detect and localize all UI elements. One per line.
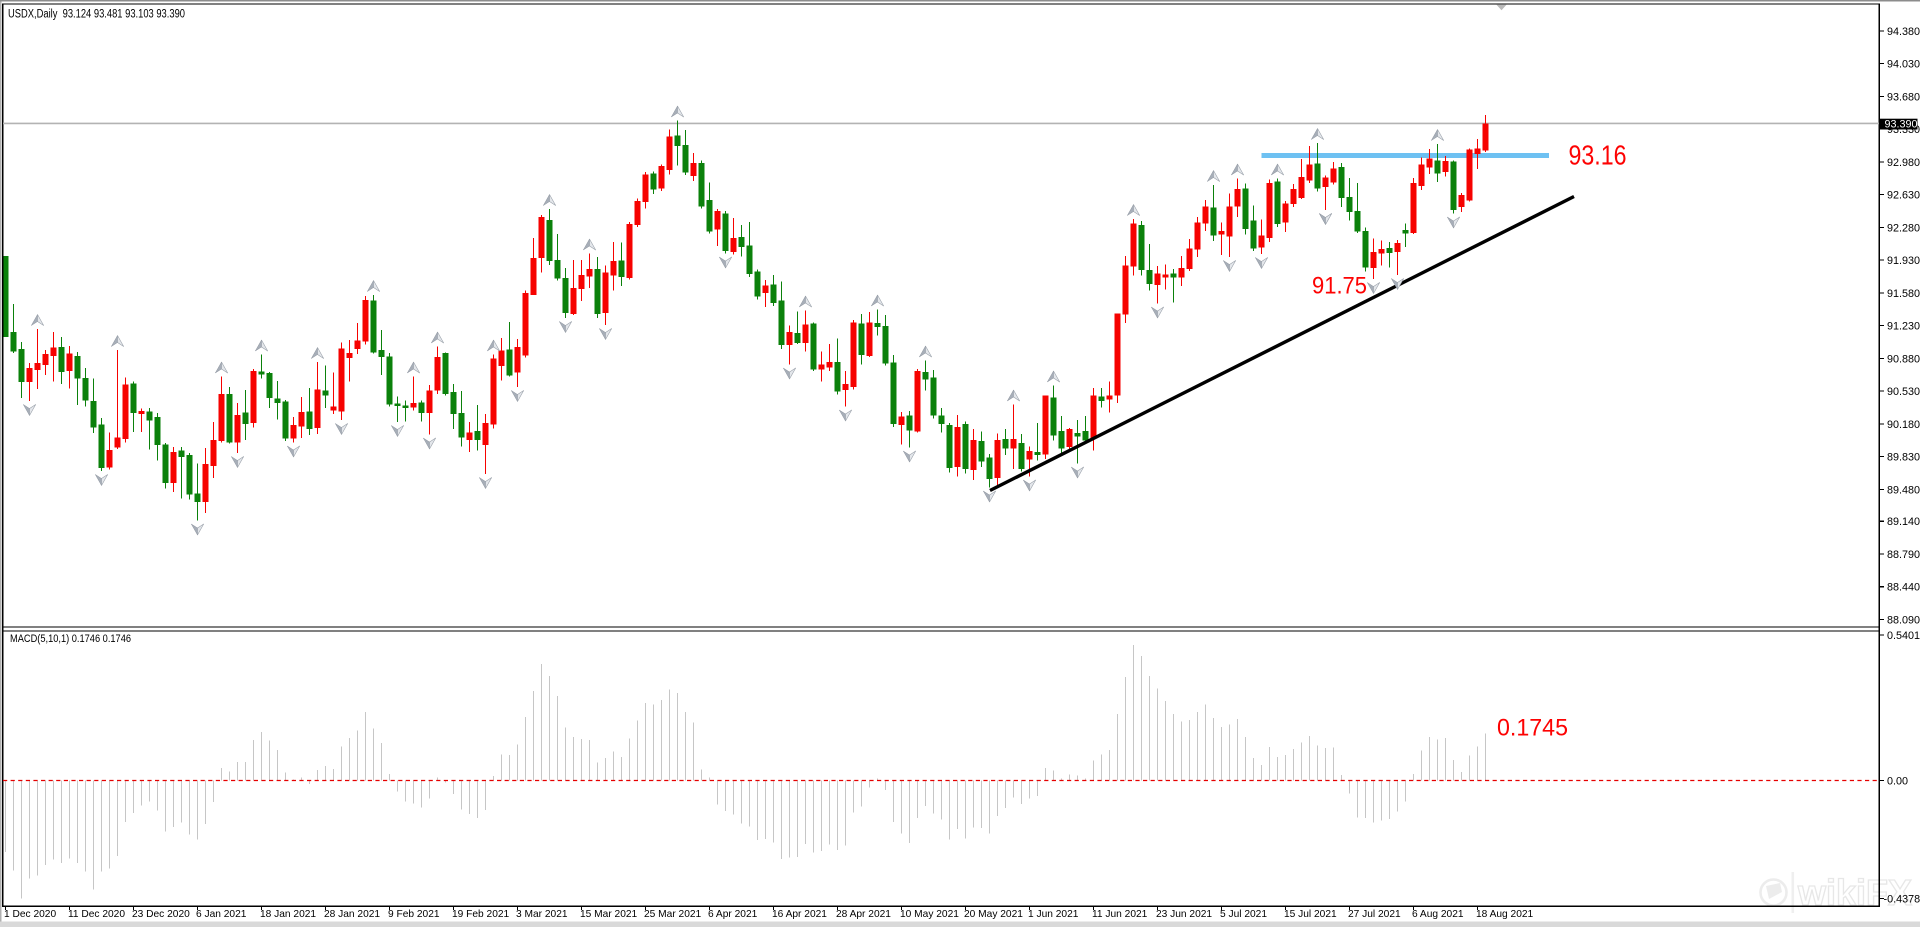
svg-text:91.580: 91.580 [1887,288,1920,300]
svg-text:1 Jun 2021: 1 Jun 2021 [1028,909,1079,920]
svg-text:25 Mar 2021: 25 Mar 2021 [644,909,702,920]
svg-text:1 Dec 2020: 1 Dec 2020 [4,909,56,920]
svg-text:93.390: 93.390 [1885,119,1918,131]
svg-text:18 Jan 2021: 18 Jan 2021 [260,909,316,920]
svg-text:92.980: 92.980 [1887,157,1920,169]
svg-text:0.1745: 0.1745 [1497,715,1568,742]
svg-text:89.480: 89.480 [1887,484,1920,496]
svg-text:6 Apr 2021: 6 Apr 2021 [708,909,758,920]
svg-text:15 Jul 2021: 15 Jul 2021 [1284,909,1337,920]
svg-text:16 Apr 2021: 16 Apr 2021 [772,909,827,920]
svg-text:6 Aug 2021: 6 Aug 2021 [1412,909,1464,920]
svg-text:91.230: 91.230 [1887,321,1920,333]
svg-text:90.530: 90.530 [1887,386,1920,398]
svg-text:92.630: 92.630 [1887,190,1920,202]
svg-text:94.030: 94.030 [1887,59,1920,71]
svg-text:18 Aug 2021: 18 Aug 2021 [1476,909,1534,920]
svg-text:93.16: 93.16 [1569,140,1627,171]
svg-text:20 May 2021: 20 May 2021 [964,909,1023,920]
svg-text:0.00: 0.00 [1887,775,1908,787]
svg-text:90.880: 90.880 [1887,353,1920,365]
svg-text:23 Jun 2021: 23 Jun 2021 [1156,909,1212,920]
svg-text:15 Mar 2021: 15 Mar 2021 [580,909,638,920]
svg-text:91.75: 91.75 [1312,273,1367,300]
svg-text:23 Dec 2020: 23 Dec 2020 [132,909,190,920]
svg-text:89.140: 89.140 [1887,516,1920,528]
svg-text:90.180: 90.180 [1887,419,1920,431]
svg-text:19 Feb 2021: 19 Feb 2021 [452,909,510,920]
svg-text:3 Mar 2021: 3 Mar 2021 [516,909,568,920]
svg-text:94.380: 94.380 [1887,26,1920,38]
svg-text:92.280: 92.280 [1887,222,1920,234]
svg-text:5 Jul 2021: 5 Jul 2021 [1220,909,1267,920]
svg-text:93.680: 93.680 [1887,91,1920,103]
svg-text:89.830: 89.830 [1887,452,1920,464]
svg-text:11 Jun 2021: 11 Jun 2021 [1092,909,1148,920]
svg-text:-0.4378: -0.4378 [1884,893,1920,905]
svg-text:10 May 2021: 10 May 2021 [900,909,959,920]
svg-text:27 Jul 2021: 27 Jul 2021 [1348,909,1401,920]
svg-text:6 Jan 2021: 6 Jan 2021 [196,909,247,920]
svg-text:USDX,Daily 93.124 93.481 93.1: USDX,Daily 93.124 93.481 93.103 93.390 [8,9,185,21]
svg-text:88.790: 88.790 [1887,549,1920,561]
svg-text:MACD(5,10,1) 0.1746 0.1746: MACD(5,10,1) 0.1746 0.1746 [10,633,131,645]
svg-text:9 Feb 2021: 9 Feb 2021 [388,909,440,920]
svg-text:28 Apr 2021: 28 Apr 2021 [836,909,891,920]
svg-text:91.930: 91.930 [1887,255,1920,267]
svg-text:11 Dec 2020: 11 Dec 2020 [68,909,125,920]
svg-text:88.440: 88.440 [1887,582,1920,594]
svg-text:88.090: 88.090 [1887,614,1920,626]
svg-text:28 Jan 2021: 28 Jan 2021 [324,909,380,920]
svg-text:0.5401: 0.5401 [1887,630,1920,642]
